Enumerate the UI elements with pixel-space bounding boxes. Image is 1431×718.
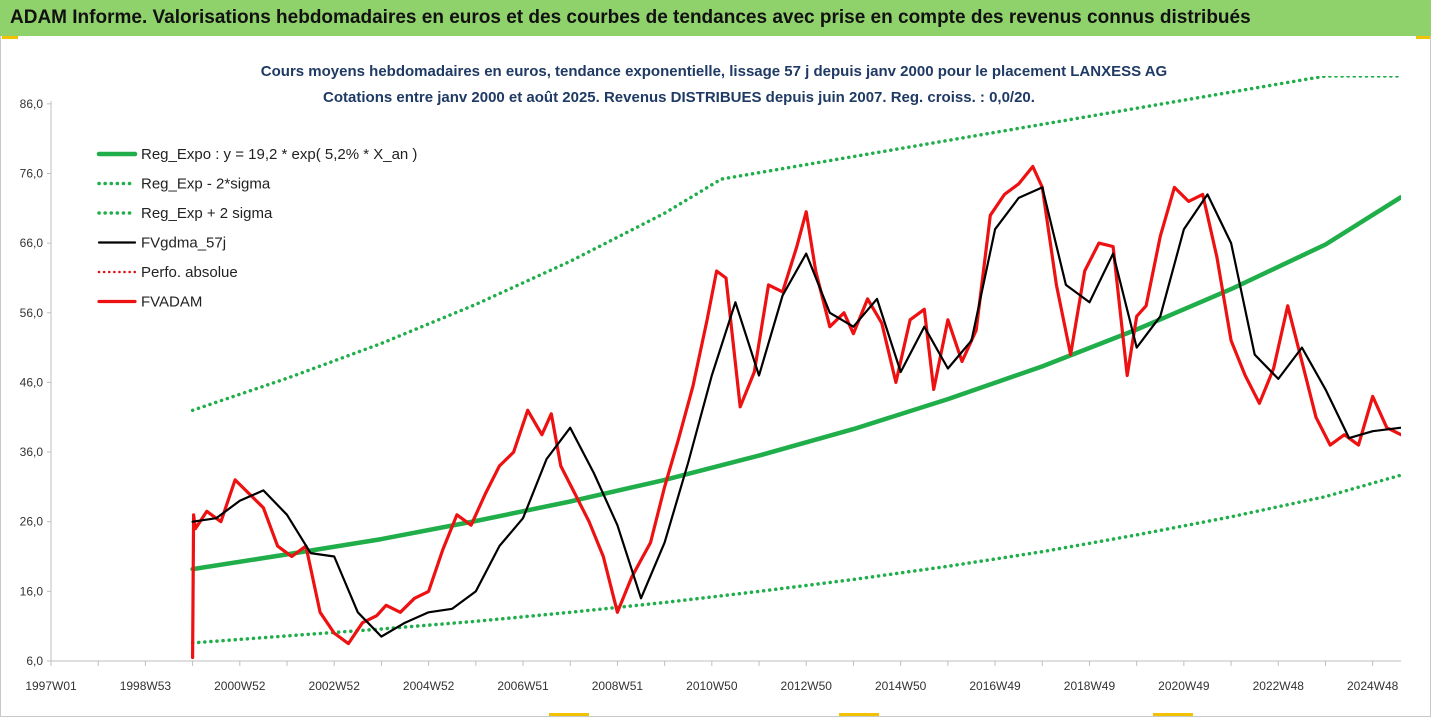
x-tick-label: 2000W52 xyxy=(214,679,266,693)
y-tick-label: 36,0 xyxy=(20,445,44,459)
legend-label: Perfo. absolue xyxy=(141,264,238,281)
x-tick-label: 2010W50 xyxy=(686,679,738,693)
legend-label: Reg_Exp - 2*sigma xyxy=(141,176,271,193)
series-line-3 xyxy=(191,186,1401,638)
x-tick-label: 2016W49 xyxy=(969,679,1021,693)
x-tick-label: 2024W48 xyxy=(1347,679,1399,693)
x-tick-label: 2018W49 xyxy=(1064,679,1116,693)
series-line-2 xyxy=(190,76,1401,413)
corner-mark-left xyxy=(2,36,18,39)
y-tick-label: 76,0 xyxy=(20,167,44,181)
x-axis: 1997W01 1998W53 2000W52 2002W52 2004W52 2006W… xyxy=(25,660,1401,693)
y-tick-label: 6,0 xyxy=(26,654,43,668)
x-tick-label: 2006W51 xyxy=(497,679,549,693)
chart-frame: Cours moyens hebdomadaires en euros, ten… xyxy=(0,36,1431,717)
line-chart: Cours moyens hebdomadaires en euros, ten… xyxy=(20,63,1401,693)
series-layer xyxy=(190,76,1401,660)
y-tick-label: 56,0 xyxy=(20,306,44,320)
corner-mark-bottom-3 xyxy=(1153,713,1193,716)
x-tick-label: 2022W48 xyxy=(1253,679,1305,693)
legend-label: FVgdma_57j xyxy=(141,235,226,252)
y-tick-label: 16,0 xyxy=(20,584,44,598)
x-tick-label: 1998W53 xyxy=(120,679,172,693)
y-tick-label: 46,0 xyxy=(20,375,44,389)
legend: Reg_Expo : y = 19,2 * exp( 5,2% * X_an )… xyxy=(96,146,417,311)
y-tick-label: 66,0 xyxy=(20,236,44,250)
x-tick-label: 2008W51 xyxy=(592,679,644,693)
legend-label: Reg_Expo : y = 19,2 * exp( 5,2% * X_an ) xyxy=(141,146,417,163)
legend-label: Reg_Exp + 2 sigma xyxy=(141,205,273,222)
x-tick-label: 2012W50 xyxy=(781,679,833,693)
x-tick-label: 1997W01 xyxy=(25,679,77,693)
corner-mark-bottom-2 xyxy=(839,713,879,716)
x-tick-label: 2002W52 xyxy=(309,679,361,693)
x-tick-label: 2014W50 xyxy=(875,679,927,693)
x-tick-label: 2004W52 xyxy=(403,679,455,693)
series-line-5 xyxy=(191,164,1401,660)
chart-title: Cours moyens hebdomadaires en euros, ten… xyxy=(261,63,1167,80)
corner-mark-right xyxy=(1416,36,1430,39)
report-title: ADAM Informe. Valorisations hebdomadaire… xyxy=(10,7,1251,28)
series-line-0 xyxy=(190,194,1401,572)
report-banner: ADAM Informe. Valorisations hebdomadaire… xyxy=(0,0,1431,36)
legend-label: FVADAM xyxy=(141,294,202,311)
corner-mark-bottom-1 xyxy=(549,713,589,716)
y-axis: 6,0 16,0 26,0 36,0 46,0 56,0 66,0 76,0 86,0 xyxy=(20,97,52,668)
y-tick-label: 86,0 xyxy=(20,97,44,111)
x-tick-label: 2020W49 xyxy=(1158,679,1210,693)
series-line-1 xyxy=(190,473,1401,645)
chart-subtitle: Cotations entre janv 2000 et août 2025. … xyxy=(323,89,1035,106)
y-tick-label: 26,0 xyxy=(20,515,44,529)
